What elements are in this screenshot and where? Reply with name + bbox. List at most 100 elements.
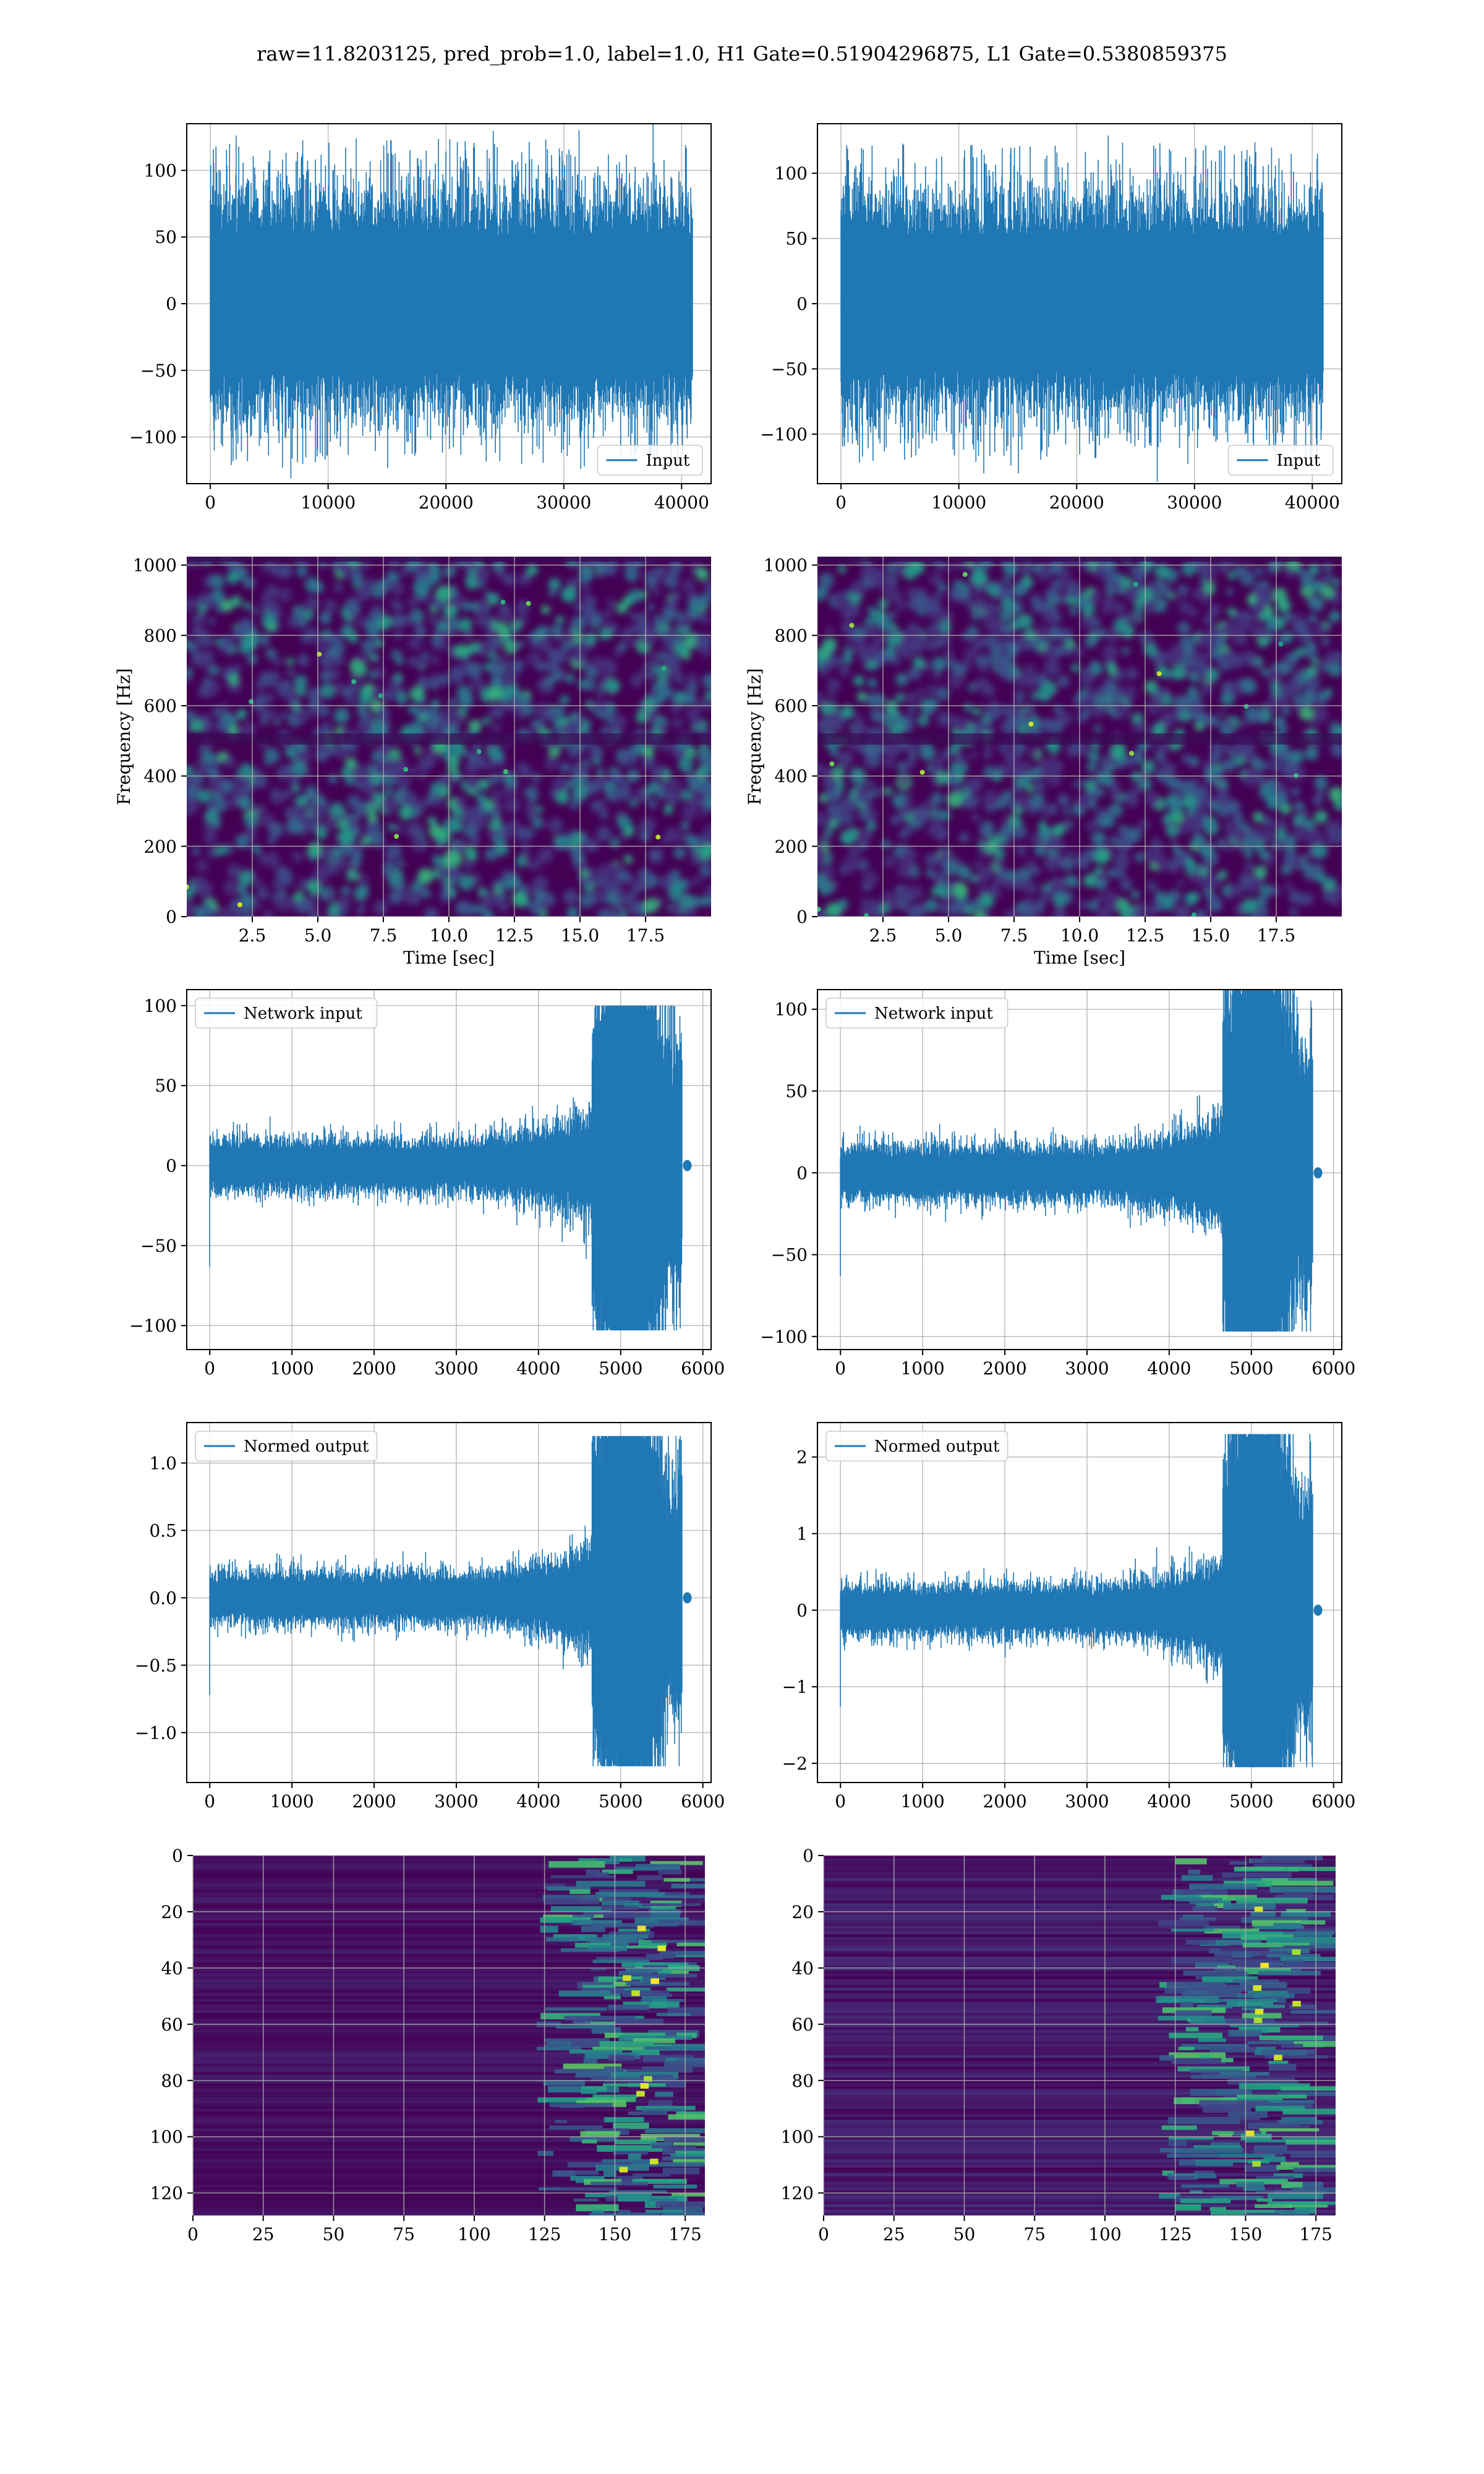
spectrogram-cell [1305,747,1319,761]
spectrogram-cell [687,909,696,917]
spectrogram-cell [1305,677,1320,692]
feature-row [193,2120,705,2123]
spectrogram-cell [1162,764,1175,777]
spectrogram-cell [1110,580,1122,592]
feature-row [824,2100,1336,2104]
spectrogram-cell [1024,881,1038,895]
spectrogram-cell [636,711,649,724]
feature-row [193,2145,705,2149]
spectrogram-cell [226,571,239,584]
spectrogram-cell [1051,579,1063,591]
feature-streak [631,2049,660,2056]
spectrogram-cell [584,678,596,691]
feature-row [193,2041,705,2044]
feature-streak [613,2151,648,2155]
x-tick-label: 25 [883,2224,905,2245]
spectrogram-cell [979,835,990,846]
spectrogram-cell [858,808,870,821]
feature-row [824,1903,1336,1907]
spectrogram-cell [964,793,980,810]
spectrogram-cell [388,760,404,776]
spectrogram-cell [375,639,384,648]
spectrogram-cell [595,690,603,698]
spectrogram-cell [1187,686,1198,697]
spectrogram-cell [1227,652,1243,667]
feature-streak [1246,2103,1313,2108]
spectrogram-cell [641,760,652,770]
feature-streak [667,2007,705,2011]
spectrogram-hot-pixel [249,699,254,704]
spectrogram-cell [976,869,991,884]
feature-row [824,2083,1336,2087]
feature-row [193,1867,705,1870]
spectrogram-cell [1006,755,1020,769]
feature-row [824,1934,1336,1938]
feature-streak [536,2047,582,2050]
feature-streak [581,1925,605,1932]
spectrogram-cell [367,811,378,822]
legend: Network input [195,998,378,1029]
feature-streak [1268,2193,1323,2199]
spectrogram-cell [1281,865,1292,875]
spectrogram-cell [635,617,649,631]
spectrogram-cell [1181,561,1196,576]
spectrogram-cell [296,566,308,577]
spectrogram-cell [1232,811,1243,823]
spectrogram-cell [323,599,338,613]
feature-row [193,2173,705,2177]
feature-streak [581,2089,598,2094]
feature-row [193,1940,705,1943]
spectrogram-cell [586,839,599,852]
spectrogram-cell [305,815,315,825]
y-tick-label: 200 [144,836,177,857]
feature-streak [585,2193,652,2198]
feature-streak [558,1990,621,1997]
spectrogram-cell [361,836,371,846]
feature-streak [1256,2176,1294,2180]
spectrogram-cell [983,684,995,697]
feature-row [193,1911,705,1915]
spectrogram-cell [452,596,464,608]
spectrogram-cell [661,834,672,845]
spectrogram-cell [944,881,954,891]
feature-row [193,2128,705,2131]
spectrogram-cell [1226,588,1234,596]
legend-label: Input [646,452,690,470]
y-tick-label: 200 [775,836,808,857]
spectrogram-cell [924,899,939,913]
spectrogram-cell [630,887,639,896]
feature-row [824,1956,1336,1960]
feature-streak [1266,1937,1336,1945]
spectrogram-cell [497,760,505,768]
feature-streak [603,2170,617,2177]
spectrogram-cell [527,810,537,820]
spectrogram-cell [1282,631,1294,643]
spectrogram-cell [930,792,944,805]
spectrogram-cell [953,753,966,766]
feature-row [824,1998,1336,2002]
spectrogram-cell [1060,628,1073,642]
feature-streak [638,1940,667,1947]
spectrogram-cell [333,583,344,593]
spectrogram-cell [886,646,895,656]
x-tick-label: 50 [323,2224,345,2245]
spectrogram-cell [983,790,999,807]
feature-row [193,2162,705,2165]
spectrogram-cell [297,654,310,667]
feature-streak [1161,2125,1197,2130]
spectrogram-cell [1083,777,1092,786]
feature-streak [1242,2013,1282,2019]
spectrogram-cell [1247,834,1261,849]
spectrogram-cell [257,887,270,900]
x-tick-label: 17.5 [626,925,665,946]
spectrogram-cell [819,794,827,803]
feature-streak [669,2196,688,2202]
feature-streak [1239,2083,1310,2090]
spectrogram-cell [565,631,576,643]
spectrogram-cell [195,597,204,606]
spectrogram-cell [265,648,277,659]
spectrogram-cell [440,787,450,797]
feature-row [824,2165,1336,2168]
spectrogram-cell [1192,834,1205,847]
